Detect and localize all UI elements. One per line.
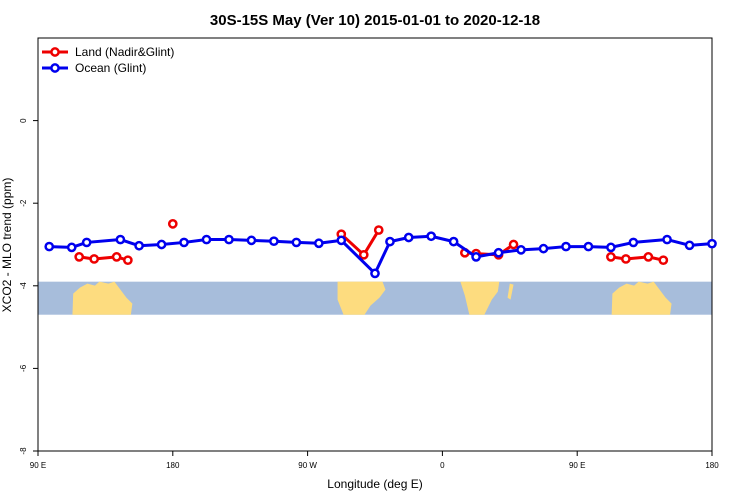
legend-ocean-label: Ocean (Glint) bbox=[75, 61, 146, 75]
ocean-data-point bbox=[606, 242, 616, 253]
legend-land-marker bbox=[50, 47, 60, 57]
land-data-point bbox=[606, 252, 616, 262]
legend-ocean-marker bbox=[50, 63, 60, 73]
ocean-data-point bbox=[385, 236, 395, 247]
x-axis-label: Longitude (deg E) bbox=[327, 477, 422, 491]
ocean-data-point bbox=[707, 238, 717, 249]
ocean-data-point bbox=[313, 238, 324, 249]
ocean-data-point bbox=[628, 237, 639, 248]
x-tick-label: 90 E bbox=[569, 461, 585, 470]
land-series-line bbox=[340, 229, 381, 257]
ocean-data-point bbox=[291, 237, 302, 248]
ocean-data-point bbox=[403, 232, 414, 243]
land-data-point bbox=[111, 252, 122, 262]
ocean-data-point bbox=[448, 236, 459, 247]
ocean-data-point bbox=[66, 242, 77, 253]
land-data-point bbox=[621, 254, 631, 264]
map-land-australia-repeat bbox=[611, 281, 672, 315]
ocean-data-point bbox=[471, 252, 481, 262]
map-land-madagascar bbox=[507, 283, 514, 300]
ocean-data-point bbox=[426, 231, 437, 242]
y-tick-label: -6 bbox=[19, 364, 28, 372]
ocean-data-point bbox=[516, 245, 526, 255]
ocean-data-point bbox=[370, 268, 380, 279]
land-data-point bbox=[89, 254, 100, 264]
y-tick-label: -4 bbox=[19, 282, 28, 290]
plot-area: 90 E 180 90 W 0 90 E 180 0 -2 -4 -6 -8 bbox=[19, 37, 719, 470]
ocean-data-point bbox=[156, 239, 167, 250]
ocean-data-point bbox=[493, 247, 504, 258]
ocean-data-point bbox=[179, 237, 189, 248]
ocean-data-point bbox=[81, 237, 92, 248]
map-land-australia bbox=[72, 281, 133, 315]
land-data-point bbox=[643, 252, 654, 262]
x-tick-label: 180 bbox=[705, 461, 719, 470]
ocean-data-point bbox=[538, 243, 549, 254]
y-tick-label: 0 bbox=[19, 118, 28, 123]
land-data-point bbox=[658, 255, 669, 266]
land-series-line bbox=[610, 255, 664, 262]
ocean-data-point bbox=[561, 241, 571, 252]
legend-land-label: Land (Nadir&Glint) bbox=[75, 45, 174, 59]
land-data-point bbox=[123, 255, 133, 266]
y-axis-label: XCO2 - MLO trend (ppm) bbox=[0, 178, 14, 313]
land-series-line bbox=[78, 255, 129, 262]
y-tick-label: -2 bbox=[19, 199, 28, 207]
legend: Land (Nadir&Glint) Ocean (Glint) bbox=[42, 45, 174, 75]
ocean-data-point bbox=[684, 240, 695, 251]
map-land-africa bbox=[460, 281, 500, 315]
land-data-point bbox=[74, 252, 85, 262]
chart-title: 30S-15S May (Ver 10) 2015-01-01 to 2020-… bbox=[210, 12, 540, 29]
ocean-data-point bbox=[115, 234, 126, 245]
land-data-point bbox=[167, 219, 178, 229]
ocean-data-point bbox=[134, 240, 144, 251]
ocean-data-point bbox=[224, 234, 234, 245]
ocean-data-point bbox=[662, 234, 672, 245]
x-tick-label: 0 bbox=[440, 461, 445, 470]
land-data-point bbox=[508, 239, 519, 250]
map-land-south-america bbox=[337, 281, 386, 315]
ocean-data-point bbox=[583, 241, 594, 252]
ocean-data-point bbox=[201, 234, 212, 245]
ocean-data-point bbox=[336, 235, 347, 246]
ocean-data-point bbox=[246, 235, 257, 246]
y-tick-label: -8 bbox=[19, 447, 28, 455]
x-tick-label: 90 W bbox=[298, 461, 317, 470]
land-data-point bbox=[358, 249, 369, 260]
land-data-point bbox=[373, 225, 384, 235]
ocean-data-point bbox=[269, 236, 279, 247]
x-tick-label: 180 bbox=[166, 461, 180, 470]
ocean-data-point bbox=[44, 241, 55, 252]
x-tick-label: 90 E bbox=[30, 461, 46, 470]
